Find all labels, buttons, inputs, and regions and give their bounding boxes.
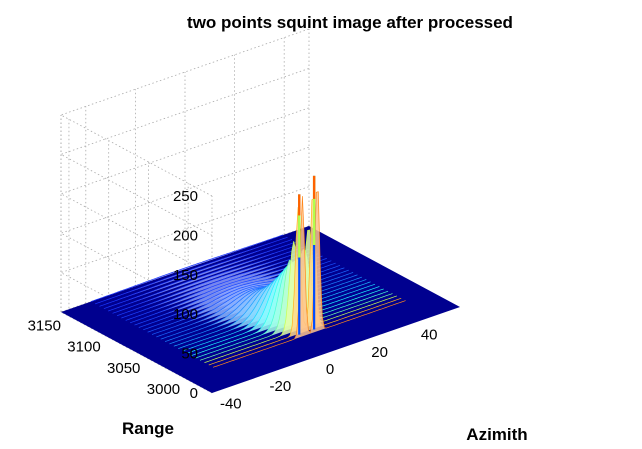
surface-strip-3 [103, 241, 297, 309]
z-tick-3: 150 [173, 267, 198, 284]
surface-strip-4 [108, 244, 301, 312]
surface-strip-5 [112, 246, 306, 314]
surface-line-4 [108, 243, 301, 312]
surface-line-8 [125, 253, 319, 321]
azimuth-axis-label: Azimith [466, 425, 527, 444]
x-tick-1: -20 [270, 378, 292, 395]
y-tick-0: 3000 [147, 381, 180, 398]
range-axis-label: Range [122, 419, 174, 438]
z-tick-2: 100 [173, 306, 198, 323]
grid-z-4 [60, 68, 310, 236]
y-tick-3: 3150 [28, 317, 61, 334]
surface-line-7 [121, 250, 314, 319]
surface-strip-1 [95, 237, 288, 304]
grid-z-5 [60, 28, 310, 197]
surface-line-1 [94, 236, 288, 305]
surface-strip-28 [213, 191, 406, 368]
surface-strip-2 [99, 239, 292, 307]
y-tick-1: 3050 [107, 360, 140, 377]
surface-line-2 [99, 239, 293, 307]
surface-line-17 [164, 274, 358, 342]
z-tick-5: 250 [173, 188, 198, 205]
surface-strip-6 [117, 248, 310, 316]
z-tick-4: 200 [173, 227, 198, 244]
z-tick-1: 50 [181, 346, 198, 363]
surface-line-5 [112, 246, 306, 314]
chart-title: two points squint image after processed [187, 13, 513, 32]
axis-ticks: 0 50 100 150 200 250 -40 -20 0 20 40 3000 3050 3100 31… [28, 188, 438, 412]
surface-mesh [90, 175, 406, 368]
surface-line-0 [90, 234, 284, 302]
surface-line-3 [103, 241, 297, 309]
x-tick-0: -40 [220, 395, 242, 412]
z-tick-0: 0 [190, 385, 198, 402]
grid-z-3 [60, 107, 310, 276]
x-tick-4: 40 [421, 327, 438, 344]
y-tick-2: 3100 [67, 339, 100, 356]
surface-strip-0 [90, 234, 284, 302]
x-tick-2: 0 [326, 361, 334, 378]
surface-line-6 [116, 248, 310, 317]
x-tick-3: 20 [371, 344, 388, 361]
surface-line-28 [212, 191, 406, 368]
